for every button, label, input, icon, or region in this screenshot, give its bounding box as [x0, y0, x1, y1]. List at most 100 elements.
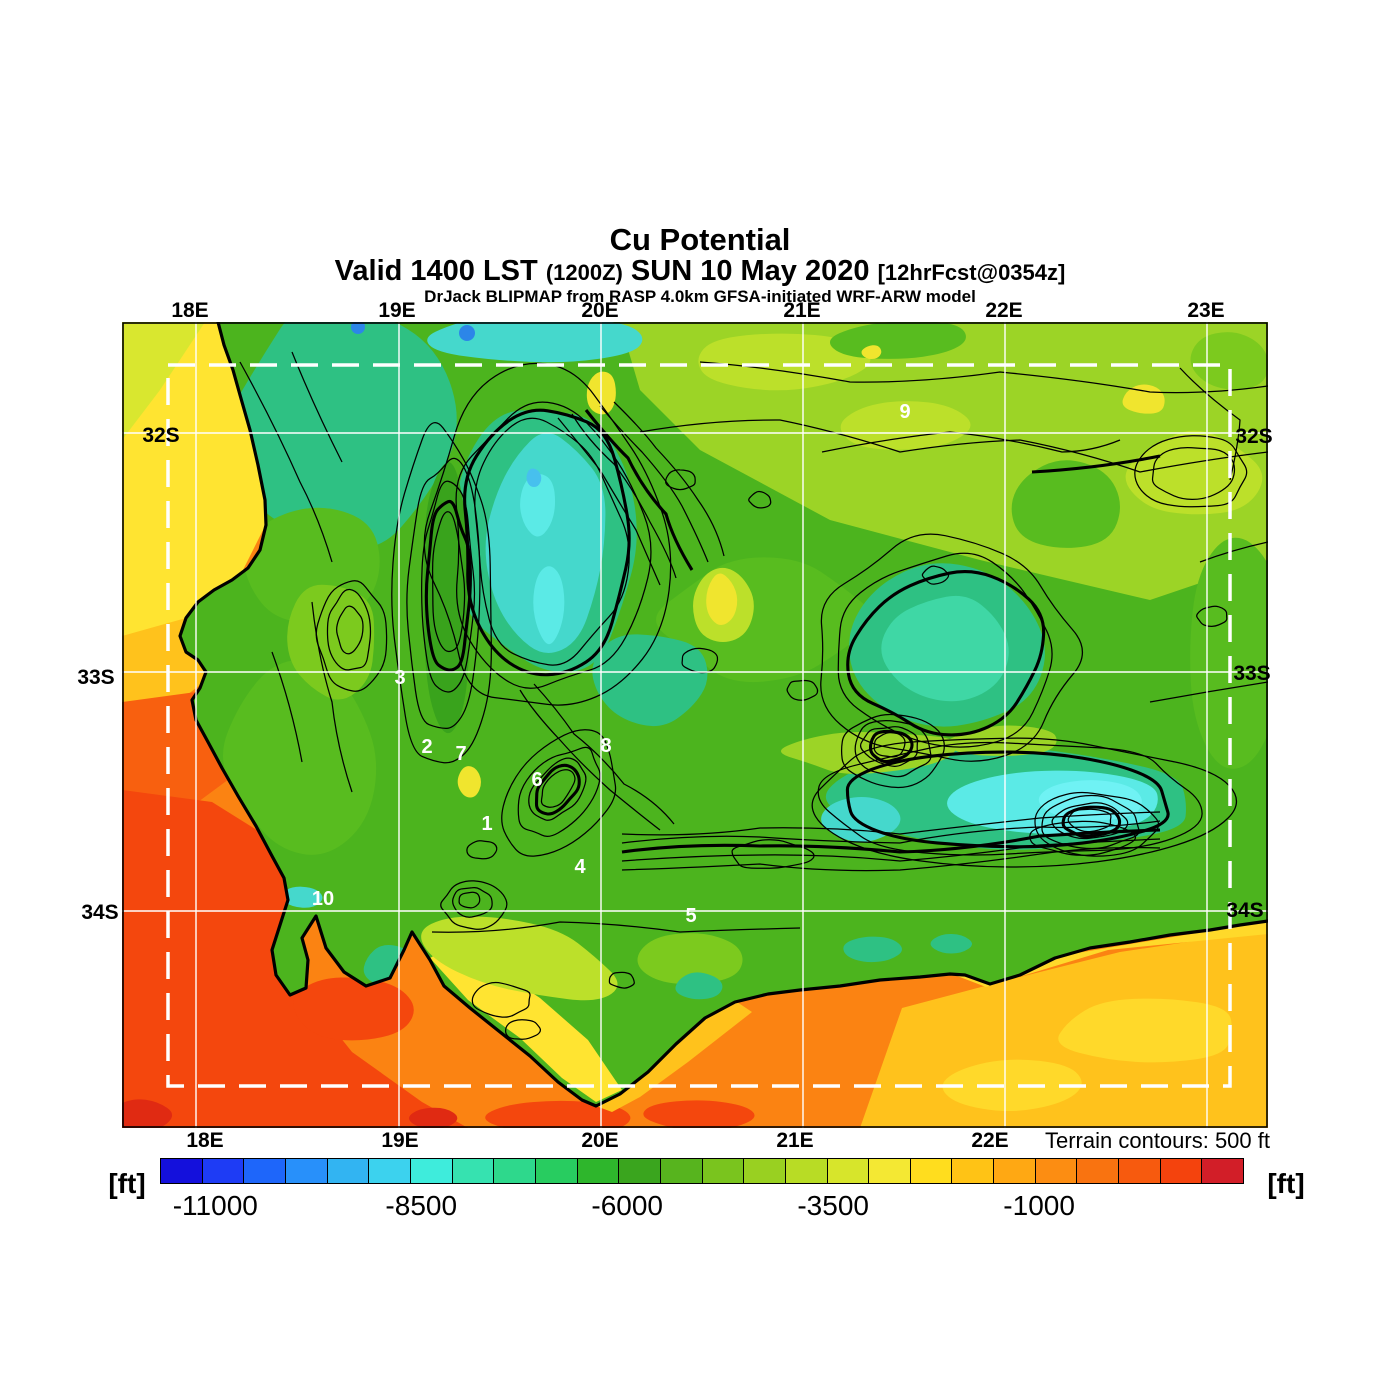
contour-line — [621, 846, 1161, 872]
contour-line — [528, 757, 587, 821]
terrain-color-region — [1190, 537, 1268, 769]
terrain-color-region — [1011, 460, 1120, 548]
contour-line — [452, 887, 493, 918]
model-domain-dashed-box — [166, 363, 1232, 1088]
contour-line — [1031, 454, 1161, 474]
colorbar-segment — [368, 1159, 410, 1183]
contour-line — [621, 811, 1161, 836]
terrain-color-region — [930, 933, 973, 954]
longitude-label-top: 18E — [171, 299, 209, 322]
colorbar-segment — [951, 1159, 994, 1183]
contour-line — [423, 362, 672, 706]
contour-line — [821, 431, 1121, 453]
colorbar-segment — [451, 1159, 494, 1183]
valid-time-line: Valid 1400 LST (1200Z) SUN 10 May 2020 [… — [0, 256, 1400, 286]
colorbar-segment — [1159, 1159, 1202, 1183]
colorbar-segment — [743, 1159, 785, 1183]
latitude-label-right: 32S — [1235, 425, 1273, 448]
colorbar-segment — [826, 1159, 869, 1183]
terrain-color-region — [881, 595, 1009, 702]
terrain-color-region — [1190, 332, 1268, 390]
contour-line — [621, 838, 1161, 862]
terrain-color-region — [351, 322, 365, 334]
contour-line — [639, 419, 1268, 473]
terrain-color-region — [421, 916, 618, 1001]
terrain-color-region — [293, 977, 414, 1041]
longitude-label-top: 21E — [783, 299, 821, 322]
latitude-label-left: 32S — [142, 424, 180, 447]
contour-line — [1196, 605, 1228, 628]
colorbar-segment — [409, 1159, 452, 1183]
longitude-label-bottom: 21E — [776, 1129, 814, 1152]
forecast-tag: [12hrFcst@0354z] — [877, 260, 1066, 286]
terrain-color-region — [526, 468, 542, 487]
terrain-color-region — [1058, 998, 1232, 1063]
terrain-color-region — [533, 566, 565, 645]
contour-line — [699, 361, 1268, 394]
longitude-label-bottom: 18E — [186, 1129, 224, 1152]
model-line: DrJack BLIPMAP from RASP 4.0km GFSA-init… — [424, 287, 976, 307]
longitude-label-bottom: 22E — [971, 1129, 1009, 1152]
map-frame — [122, 322, 1268, 1128]
terrain-color-region — [485, 432, 606, 653]
colorbar-unit-left: [ft] — [108, 1168, 146, 1199]
contour-line — [846, 569, 1046, 737]
terrain-color-region — [281, 886, 323, 908]
waypoint-label: 4 — [574, 856, 586, 878]
contour-line — [505, 1019, 542, 1040]
waypoint-label: 7 — [455, 743, 466, 765]
terrain-color-region — [698, 333, 871, 391]
colorbar-tick-label: -1000 — [1003, 1190, 1075, 1221]
waypoint-label: 3 — [394, 667, 405, 689]
colorbar-tick-label: -6000 — [591, 1190, 664, 1221]
contour-line — [540, 769, 576, 808]
colorbar-segment — [243, 1159, 285, 1183]
terrain-color-region — [942, 1059, 1082, 1112]
contour-line — [336, 605, 364, 655]
colorbar-segment — [659, 1159, 702, 1183]
contour-line — [431, 511, 466, 653]
contour-line — [1151, 447, 1236, 501]
contour-line — [681, 647, 719, 674]
terrain-color-region — [706, 573, 738, 626]
contour-line — [533, 683, 675, 825]
colorbar-segment — [493, 1159, 535, 1183]
contour-line — [599, 405, 709, 563]
contour-line — [1179, 367, 1241, 481]
waypoint-label: 8 — [600, 735, 611, 757]
land-fill-layer — [122, 322, 1268, 1128]
colorbar-segment — [1076, 1159, 1119, 1183]
contour-line — [455, 401, 652, 689]
contour-line — [440, 880, 508, 930]
contour-line — [326, 588, 372, 671]
contour-line — [1134, 435, 1248, 508]
longitude-label-bottom: 20E — [581, 1129, 619, 1152]
terrain-color-region — [427, 322, 643, 363]
colorbar-segment — [201, 1159, 244, 1183]
contour-line — [571, 413, 677, 579]
contour-line — [391, 422, 492, 764]
colorbar-segment — [1201, 1159, 1244, 1183]
contour-line — [519, 689, 661, 831]
colorbar — [160, 1158, 1244, 1184]
waypoint-label: 6 — [531, 769, 542, 791]
latitude-label-left: 33S — [77, 666, 115, 689]
terrain-color-region — [457, 766, 481, 798]
valid-date: SUN 10 May 2020 — [630, 255, 870, 288]
terrain-color-region — [643, 1100, 755, 1128]
latlon-grid — [122, 322, 1268, 1128]
colorbar-segment — [618, 1159, 660, 1183]
contour-line — [613, 401, 725, 557]
terrain-color-region — [459, 325, 475, 341]
latitude-label-left: 34S — [81, 901, 119, 924]
coastline — [178, 322, 1268, 1108]
longitude-label-bottom: 19E — [381, 1129, 419, 1152]
colorbar-segment — [1118, 1159, 1160, 1183]
contour-line — [311, 601, 353, 793]
contour-line — [517, 746, 601, 837]
colorbar-segment — [161, 1159, 202, 1183]
colorbar-tick-label: -11000 — [172, 1190, 258, 1221]
contour-line — [786, 679, 819, 701]
contour-line — [557, 417, 661, 586]
